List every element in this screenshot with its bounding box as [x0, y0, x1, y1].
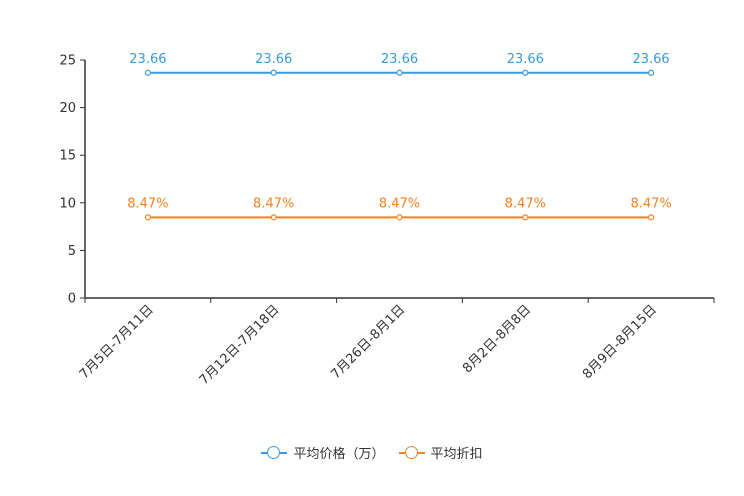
data-label: 8.47%: [127, 196, 168, 211]
data-label: 23.66: [507, 52, 544, 67]
x-tick-label: 8月2日-8月8日: [460, 302, 534, 376]
data-point: [647, 69, 655, 76]
x-tick-label: 8月9日-8月15日: [580, 302, 660, 382]
data-label: 8.47%: [505, 196, 546, 211]
data-label: 8.47%: [379, 196, 420, 211]
x-tick-label: 7月12日-7月18日: [197, 302, 283, 388]
y-tick-label: 5: [68, 244, 76, 259]
legend-item-discount[interactable]: 平均折扣: [398, 443, 483, 462]
x-tick-label: 7月26日-8月1日: [328, 302, 408, 382]
data-label: 23.66: [129, 52, 166, 67]
data-point: [396, 214, 403, 221]
series-1: 8.47% 8.47% 8.47% 8.47% 8.47%: [127, 196, 672, 221]
legend-label-price: 平均价格（万）: [293, 447, 385, 462]
legend-label-discount: 平均折扣: [430, 447, 483, 462]
data-point: [270, 69, 277, 76]
data-point: [144, 214, 151, 221]
data-label: 8.47%: [630, 196, 671, 211]
y-tick-label: 20: [59, 101, 76, 116]
data-label: 23.66: [381, 52, 418, 67]
series-0: 23.66 23.66 23.66 23.66 23.66: [129, 52, 670, 76]
x-tick-label: 7月5日-7月11日: [77, 302, 157, 382]
legend: 平均价格（万） 平均折扣: [0, 443, 744, 462]
y-tick-label: 15: [59, 149, 76, 164]
data-point: [522, 214, 529, 221]
y-tick-label: 25: [59, 54, 76, 69]
data-label: 23.66: [255, 52, 292, 67]
legend-marker-circle-icon: [398, 445, 425, 460]
data-label: 23.66: [632, 52, 669, 67]
series-group: 23.66 23.66 23.66 23.66 23.668.47% 8.47% 8.47%…: [127, 52, 672, 221]
y-tick-label: 0: [68, 292, 76, 307]
data-point: [647, 214, 655, 221]
y-tick-label: 10: [59, 196, 76, 211]
legend-marker-circle-icon: [261, 445, 288, 460]
axes: 0 5 10 15 20 25 7月5日-7月11日 7月12日-7月18日 7月26日-8月1…: [59, 54, 715, 388]
legend-item-price[interactable]: 平均价格（万）: [261, 443, 385, 462]
data-point: [144, 69, 151, 76]
data-label: 8.47%: [253, 196, 294, 211]
data-point: [270, 214, 277, 221]
data-point: [522, 69, 529, 76]
data-point: [396, 69, 403, 76]
